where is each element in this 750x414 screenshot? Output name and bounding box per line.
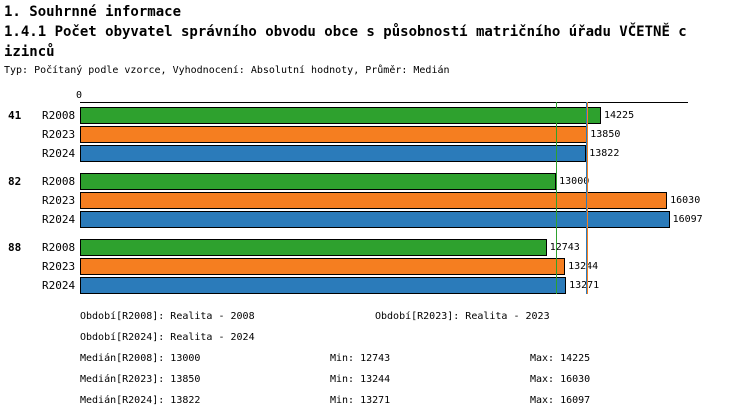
bar-row-41-R2008: 41 R2008 14225 [0, 107, 750, 124]
population-bar-chart: 0 41 R2008 14225 R2023 13850 R2024 13822 82 R200… [0, 89, 750, 294]
bar-track: 13822 [80, 145, 688, 162]
bar-row-82-R2023: R2023 16030 [0, 192, 750, 209]
bar-row-88-R2024: R2024 13271 [0, 277, 750, 294]
series-label: R2008 [42, 241, 76, 254]
median-r2024-label: Medián[R2024]: 13822 [80, 395, 201, 406]
group-label-88: 88 [8, 241, 22, 254]
bar-row-82-R2008: 82 R2008 13000 [0, 173, 750, 190]
x-axis-line [80, 102, 688, 103]
legend-stats-footer: Období[R2008]: Realita - 2008 Období[R20… [0, 306, 750, 411]
series-label: R2008 [42, 109, 76, 122]
bar-88-R2008 [80, 239, 547, 256]
section-title-line-1: 1.4.1 Počet obyvatel správního obvodu ob… [4, 24, 687, 40]
group-label-41: 41 [8, 109, 22, 122]
bar-track: 13850 [80, 126, 688, 143]
bar-82-R2008 [80, 173, 557, 190]
median-r2023-label: Medián[R2023]: 13850 [80, 374, 201, 385]
group-label-82: 82 [8, 175, 22, 188]
bar-track: 14225 [80, 107, 688, 124]
periods-row-1: Období[R2008]: Realita - 2008 Období[R20… [0, 306, 750, 327]
chart-subtitle: Typ: Počítaný podle vzorce, Vyhodnocení:… [4, 65, 450, 76]
bar-41-R2008 [80, 107, 601, 124]
bar-value-label: 13822 [589, 148, 620, 159]
min-r2024-label: Min: 13271 [330, 395, 391, 406]
bar-track: 13271 [80, 277, 688, 294]
bar-value-label: 16030 [670, 195, 701, 206]
stats-row-r2024: Medián[R2024]: 13822 Min: 13271 Max: 160… [0, 390, 750, 411]
bar-88-R2024 [80, 277, 567, 294]
bar-track: 13244 [80, 258, 688, 275]
series-label: R2023 [42, 128, 76, 141]
median-r2008-label: Medián[R2008]: 13000 [80, 353, 201, 364]
bar-41-R2024 [80, 145, 587, 162]
bar-value-label: 12743 [549, 242, 580, 253]
bar-value-label: 13000 [559, 176, 590, 187]
min-r2008-label: Min: 12743 [330, 353, 391, 364]
series-label: R2024 [42, 147, 76, 160]
stats-row-r2008: Medián[R2008]: 13000 Min: 12743 Max: 142… [0, 348, 750, 369]
min-r2023-label: Min: 13244 [330, 374, 391, 385]
bar-rows: 41 R2008 14225 R2023 13850 R2024 13822 82 R2008 1… [0, 107, 750, 294]
bar-value-label: 13850 [590, 129, 621, 140]
series-label: R2023 [42, 194, 76, 207]
bar-82-R2023 [80, 192, 668, 209]
report-title: 1. Souhrnné informace [4, 4, 182, 20]
series-label: R2023 [42, 260, 76, 273]
bar-track: 16030 [80, 192, 700, 209]
x-axis-zero-label: 0 [76, 90, 83, 101]
bar-row-88-R2023: R2023 13244 [0, 258, 750, 275]
bar-row-88-R2008: 88 R2008 12743 [0, 239, 750, 256]
bar-value-label: 14225 [604, 110, 635, 121]
bar-track: 13000 [80, 173, 688, 190]
bar-row-41-R2023: R2023 13850 [0, 126, 750, 143]
bar-value-label: 13244 [568, 261, 599, 272]
period-r2024-label: Období[R2024]: Realita - 2024 [80, 332, 255, 343]
bar-41-R2023 [80, 126, 588, 143]
periods-row-2: Období[R2024]: Realita - 2024 [0, 327, 750, 348]
bar-track: 12743 [80, 239, 688, 256]
bar-row-82-R2024: R2024 16097 [0, 211, 750, 228]
bar-row-41-R2024: R2024 13822 [0, 145, 750, 162]
max-r2008-label: Max: 14225 [530, 353, 591, 364]
series-label: R2024 [42, 213, 76, 226]
bar-value-label: 16097 [672, 214, 703, 225]
period-r2023-label: Období[R2023]: Realita - 2023 [375, 311, 550, 322]
bar-track: 16097 [80, 211, 703, 228]
stats-row-r2023: Medián[R2023]: 13850 Min: 13244 Max: 160… [0, 369, 750, 390]
period-r2008-label: Období[R2008]: Realita - 2008 [80, 311, 255, 322]
bar-88-R2023 [80, 258, 566, 275]
section-title-line-2: izinců [4, 44, 55, 60]
max-r2024-label: Max: 16097 [530, 395, 591, 406]
series-label: R2008 [42, 175, 76, 188]
max-r2023-label: Max: 16030 [530, 374, 591, 385]
series-label: R2024 [42, 279, 76, 292]
plot-area: 41 R2008 14225 R2023 13850 R2024 13822 82 R2008 1… [0, 102, 750, 294]
bar-value-label: 13271 [569, 280, 600, 291]
bar-82-R2024 [80, 211, 670, 228]
